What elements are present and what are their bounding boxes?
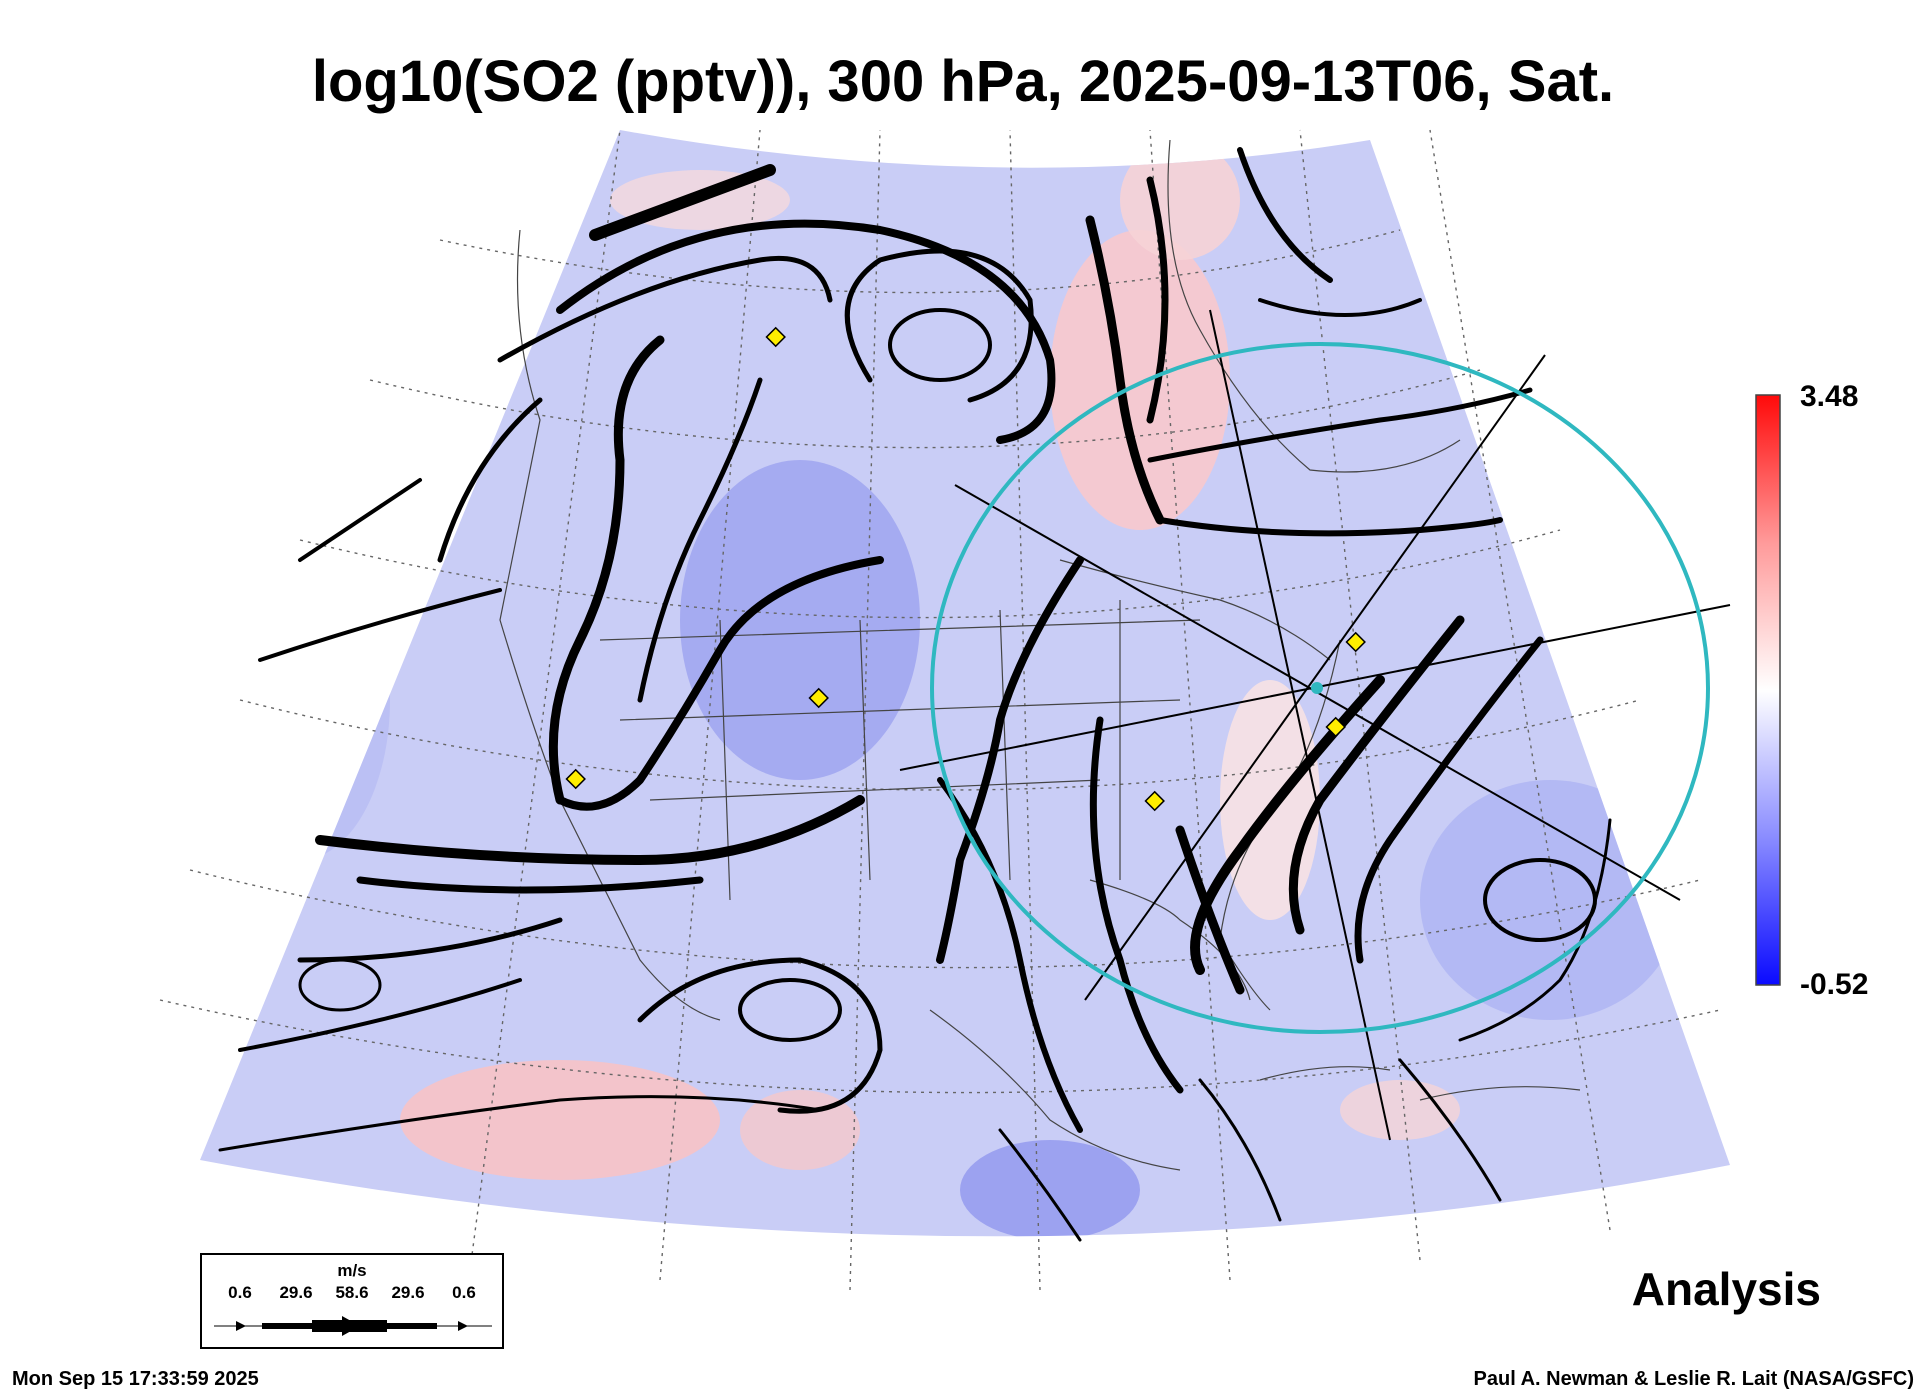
- station-markers: [565, 326, 1366, 812]
- map-field: [200, 130, 1730, 1237]
- footer-timestamp: Mon Sep 15 17:33:59 2025: [12, 1368, 259, 1390]
- wind-legend-value: 29.6: [391, 1283, 425, 1302]
- wind-streamlines: [218, 147, 1612, 1242]
- wind-legend-arrow: [214, 1316, 492, 1336]
- wind-legend-unit: m/s: [337, 1261, 367, 1280]
- range-circle: [930, 342, 1710, 1034]
- analysis-label: Analysis: [1631, 1263, 1821, 1315]
- colorbar-max-label: 3.48: [1800, 380, 1859, 413]
- colorbar-min-label: -0.52: [1800, 968, 1869, 1001]
- wind-legend: m/s 0.6 29.6 58.6 29.6 0.6: [200, 1253, 504, 1349]
- footer-credit: Paul A. Newman & Leslie R. Lait (NASA/GS…: [1473, 1368, 1914, 1390]
- wind-legend-value: 0.6: [228, 1283, 252, 1302]
- wind-legend-value: 29.6: [279, 1283, 313, 1302]
- wind-legend-value: 58.6: [335, 1283, 369, 1302]
- coastlines: [499, 139, 1581, 1171]
- wind-legend-value: 0.6: [452, 1283, 476, 1302]
- map-title: log10(SO2 (pptv)), 300 hPa, 2025-09-13T0…: [311, 49, 1615, 114]
- center-point: [1311, 682, 1323, 694]
- colorbar: [1755, 394, 1781, 986]
